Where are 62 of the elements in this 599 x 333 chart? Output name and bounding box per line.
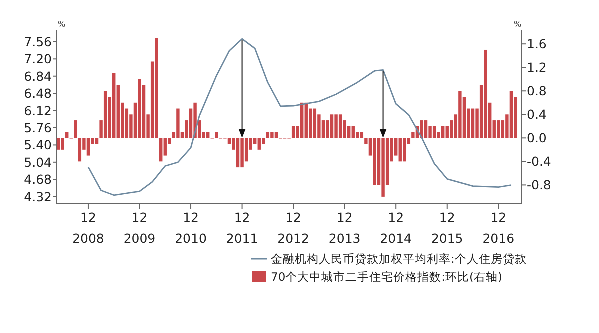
x-tick-label: 12 2012 [278,210,310,246]
bar [352,126,355,138]
bar [95,138,99,144]
y-tick-label: 5.04 [24,154,52,170]
bar [215,132,218,138]
bar [330,114,334,138]
bar [86,138,90,156]
legend-label: 金融机构人民币贷款加权平均利率:个人住房贷款 [271,252,527,266]
bar [270,132,274,138]
bar [510,91,514,138]
bar [292,126,296,138]
x-tick-label: 12 2010 [175,210,207,246]
bar [74,120,78,138]
bar [176,108,180,138]
bar [420,120,424,138]
legend-label: 70个大中城市二手住宅价格指数:环比(右轴) [271,270,502,284]
y-axis-title: % [58,20,66,29]
bar [424,120,428,138]
x-tick-label: 12 2011 [226,210,258,246]
bar [497,120,500,138]
bar [432,126,436,138]
bar [334,114,338,138]
x-tick-label: 12 2015 [431,210,464,246]
bar [403,138,406,162]
bar [398,138,402,162]
y2-axis-title: % [514,20,522,29]
bar [471,108,475,138]
y2-tick-label: 0.0 [527,130,547,146]
line-series [88,38,512,196]
bar [78,138,82,162]
bar [484,50,488,138]
bar [104,91,108,138]
bar [313,108,317,138]
bar [373,138,376,186]
bar [160,138,163,162]
y-tick-label: 6.84 [24,68,52,84]
x-tick-label: 12 2014 [380,210,412,246]
y2-tick-label: -0.4 [527,154,552,170]
y-tick-label: 6.12 [24,103,52,118]
y2-tick-label: 1.2 [527,60,547,76]
bar [338,114,342,138]
y2-tick-label: -0.8 [527,178,552,193]
bar [61,138,64,150]
y-tick-label: 7.20 [24,52,52,67]
bar [236,138,240,168]
y2-tick-label: 1.6 [527,36,547,52]
bar [458,91,462,138]
y-tick-label: 4.32 [24,189,52,204]
x-tick-label: 12 2016 [482,210,515,246]
y-tick-label: 6.48 [24,86,52,102]
x-tick-label: 12 2013 [328,210,361,246]
y2-tick-label: 0.4 [527,107,547,122]
bar [155,38,158,138]
y2-tick-label: 0.8 [527,84,547,99]
y-tick-label: 5.40 [24,138,52,153]
bar [56,138,60,150]
y-tick-label: 7.56 [24,34,52,50]
y-tick-label: 5.76 [24,120,52,136]
bar [138,79,142,138]
x-tick-label: 12 2008 [72,210,104,246]
y-tick-label: 4.68 [24,172,52,188]
x-tick-label: 12 2009 [124,210,156,246]
